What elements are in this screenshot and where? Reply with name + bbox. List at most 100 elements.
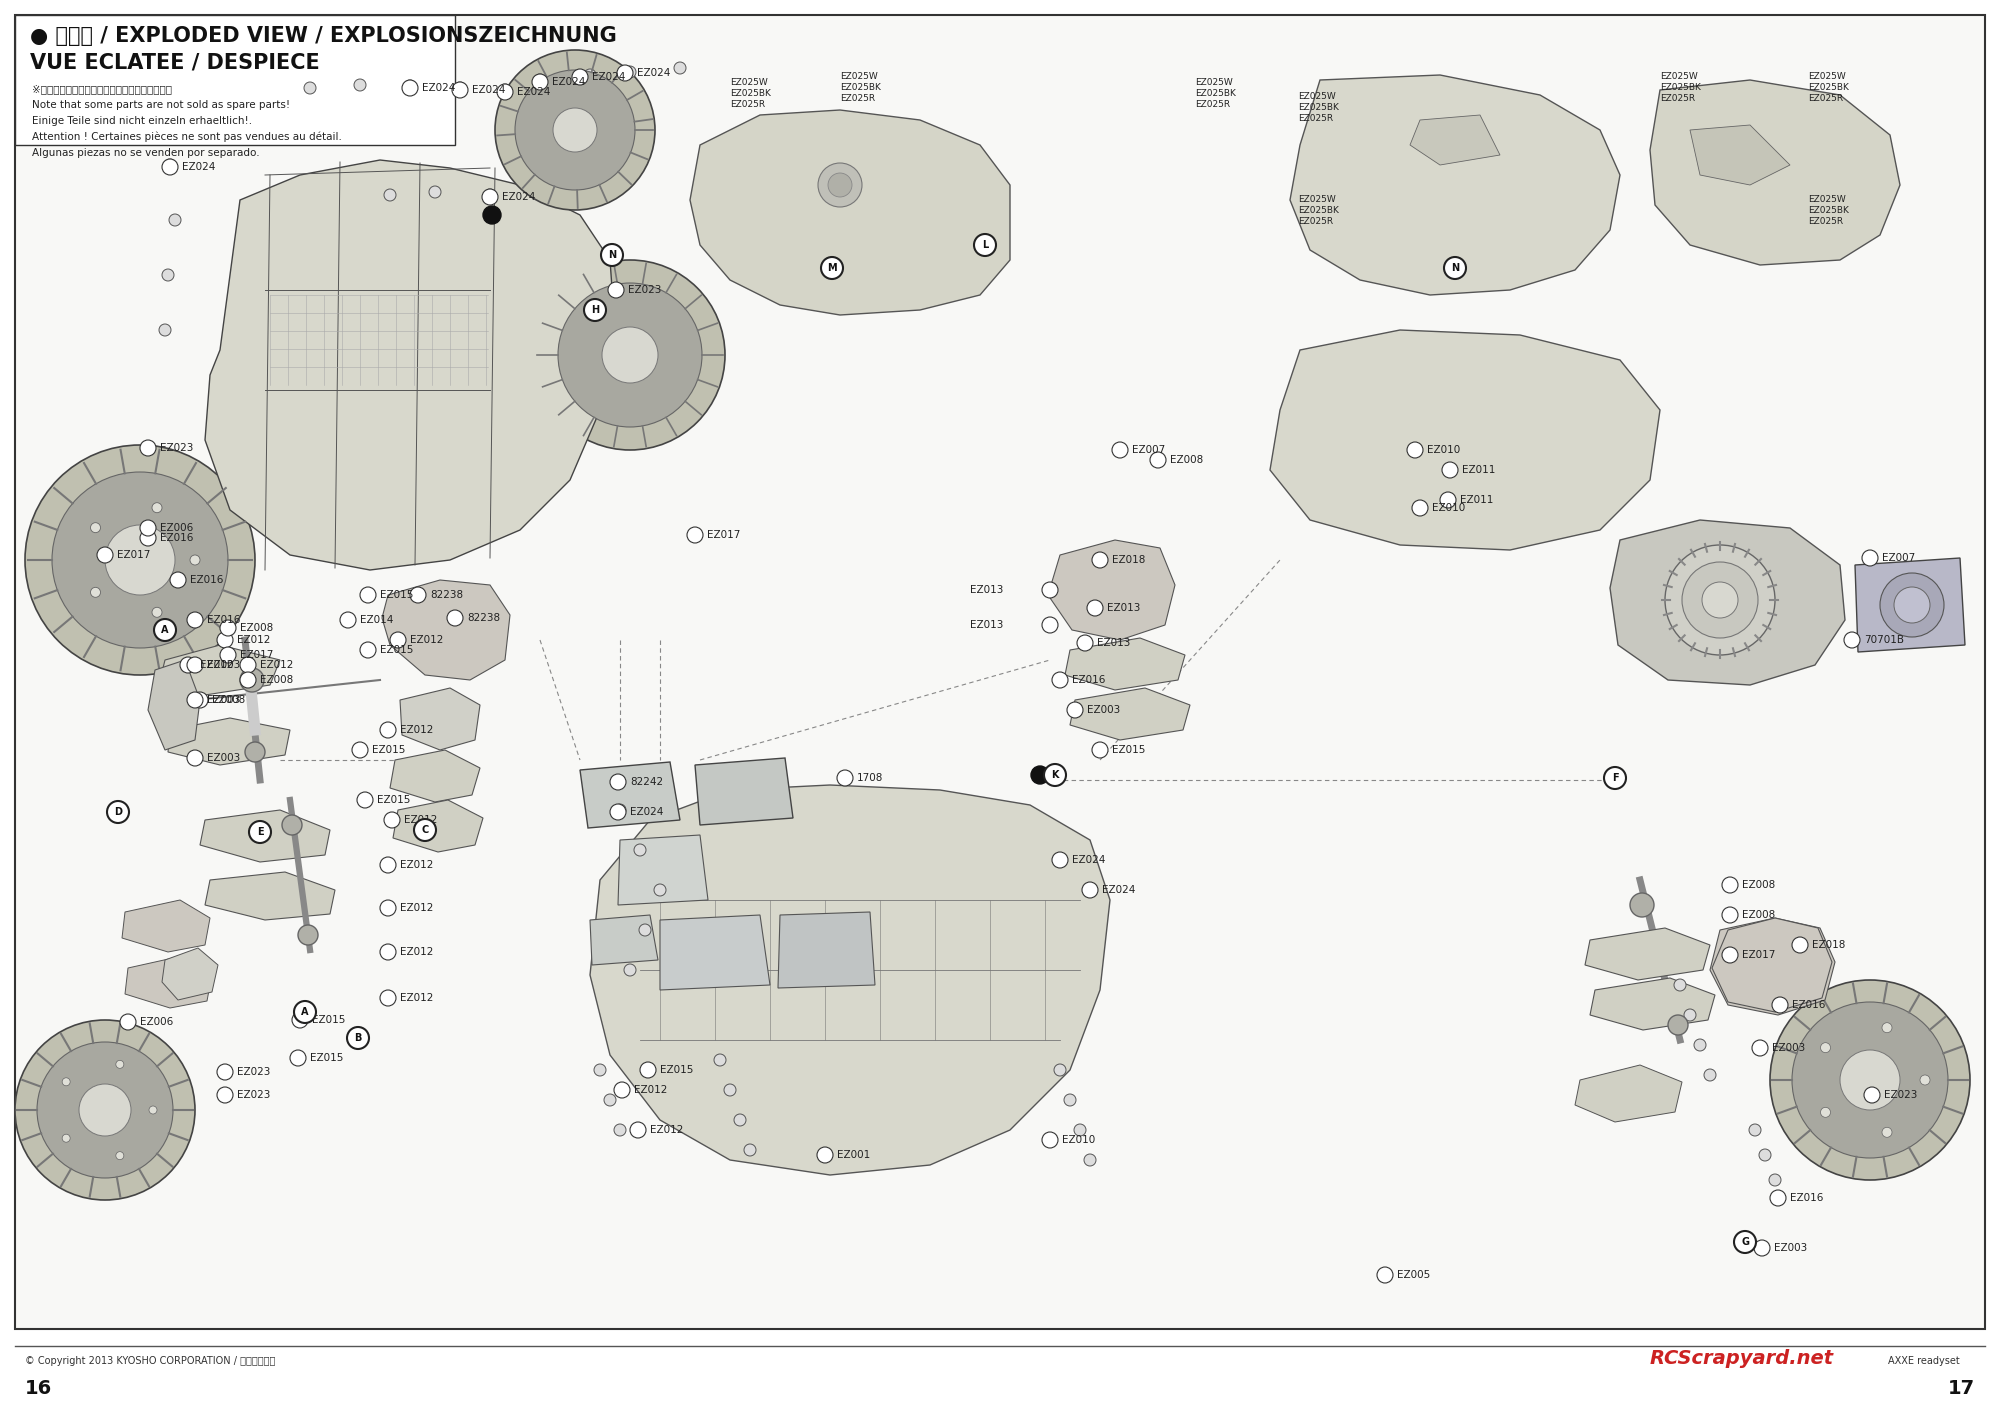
- Circle shape: [610, 805, 626, 820]
- Polygon shape: [580, 762, 680, 829]
- Polygon shape: [1710, 918, 1836, 1015]
- Circle shape: [1864, 1087, 1880, 1103]
- Circle shape: [290, 1051, 306, 1066]
- Circle shape: [298, 925, 318, 945]
- Circle shape: [140, 530, 156, 546]
- Polygon shape: [160, 645, 280, 696]
- Text: EZ005: EZ005: [1396, 1270, 1430, 1280]
- Text: EZ001: EZ001: [836, 1150, 870, 1159]
- Circle shape: [614, 1124, 626, 1135]
- Circle shape: [216, 1087, 232, 1103]
- Text: EZ024: EZ024: [592, 72, 626, 82]
- Circle shape: [1702, 583, 1738, 618]
- Text: EZ012: EZ012: [400, 725, 434, 735]
- Circle shape: [1682, 561, 1758, 638]
- Text: H: H: [590, 305, 600, 315]
- Circle shape: [1722, 906, 1738, 923]
- Circle shape: [216, 1063, 232, 1080]
- Circle shape: [356, 792, 372, 807]
- Text: © Copyright 2013 KYOSHO CORPORATION / 無断転載禁止: © Copyright 2013 KYOSHO CORPORATION / 無断…: [24, 1356, 276, 1366]
- Circle shape: [452, 82, 468, 98]
- Polygon shape: [1584, 928, 1710, 980]
- Circle shape: [282, 814, 302, 836]
- Text: EZ025W
EZ025BK
EZ025R: EZ025W EZ025BK EZ025R: [1808, 72, 1848, 103]
- Circle shape: [1770, 1191, 1786, 1206]
- Text: EZ025W
EZ025BK
EZ025R: EZ025W EZ025BK EZ025R: [1196, 78, 1236, 109]
- Text: N: N: [608, 250, 616, 260]
- Circle shape: [1068, 701, 1084, 718]
- Text: Note that some parts are not sold as spare parts!: Note that some parts are not sold as spa…: [32, 100, 290, 110]
- Circle shape: [1044, 764, 1066, 786]
- Circle shape: [384, 189, 396, 201]
- Circle shape: [162, 269, 174, 281]
- Text: B: B: [354, 1034, 362, 1044]
- Circle shape: [516, 71, 636, 189]
- Text: EZ008: EZ008: [1742, 911, 1776, 921]
- Circle shape: [1112, 443, 1128, 458]
- Circle shape: [614, 1082, 630, 1099]
- Circle shape: [1092, 742, 1108, 758]
- Circle shape: [484, 206, 500, 223]
- Circle shape: [1042, 583, 1058, 598]
- Text: EZ003: EZ003: [1088, 706, 1120, 715]
- Circle shape: [1894, 587, 1930, 624]
- Circle shape: [390, 632, 406, 648]
- Circle shape: [1820, 1107, 1830, 1117]
- Circle shape: [170, 573, 186, 588]
- Text: EZ023: EZ023: [628, 286, 662, 296]
- Circle shape: [610, 773, 626, 790]
- Text: 82238: 82238: [430, 590, 464, 600]
- Circle shape: [608, 281, 624, 298]
- Circle shape: [116, 1060, 124, 1069]
- Text: EZ012: EZ012: [634, 1085, 668, 1094]
- Circle shape: [734, 1114, 746, 1126]
- Text: EZ007: EZ007: [1882, 553, 1916, 563]
- Circle shape: [152, 607, 162, 618]
- Text: EZ008: EZ008: [1742, 880, 1776, 889]
- Circle shape: [380, 723, 396, 738]
- Circle shape: [1084, 1154, 1096, 1167]
- Text: EZ008: EZ008: [1170, 455, 1204, 465]
- Polygon shape: [1070, 689, 1190, 740]
- Circle shape: [16, 1019, 196, 1200]
- Polygon shape: [382, 580, 510, 680]
- Circle shape: [140, 440, 156, 455]
- Circle shape: [624, 964, 636, 976]
- Text: EZ024: EZ024: [636, 68, 670, 78]
- Text: EZ012: EZ012: [400, 947, 434, 957]
- Circle shape: [818, 163, 862, 206]
- Circle shape: [164, 158, 176, 171]
- Circle shape: [640, 1062, 656, 1077]
- Circle shape: [1668, 1015, 1688, 1035]
- Text: EZ007: EZ007: [1132, 445, 1166, 455]
- Text: C: C: [422, 824, 428, 836]
- Circle shape: [1664, 544, 1776, 655]
- Polygon shape: [122, 899, 210, 952]
- Polygon shape: [1610, 520, 1844, 684]
- Text: 17: 17: [1948, 1379, 1976, 1398]
- Circle shape: [384, 812, 400, 829]
- Polygon shape: [390, 749, 480, 802]
- Text: EZ014: EZ014: [360, 615, 394, 625]
- Text: 82242: 82242: [630, 778, 664, 788]
- Polygon shape: [124, 956, 212, 1008]
- Circle shape: [1052, 853, 1068, 868]
- Text: EZ012: EZ012: [650, 1126, 684, 1135]
- Text: EZ016: EZ016: [1792, 1000, 1826, 1010]
- Bar: [16, 16, 456, 146]
- Circle shape: [1770, 980, 1970, 1181]
- Text: EZ015: EZ015: [312, 1015, 346, 1025]
- Circle shape: [188, 749, 204, 766]
- Circle shape: [1088, 600, 1104, 617]
- Circle shape: [62, 1134, 70, 1143]
- Text: EZ013: EZ013: [1096, 638, 1130, 648]
- Circle shape: [1882, 1127, 1892, 1137]
- Text: EZ012: EZ012: [400, 993, 434, 1003]
- Circle shape: [1412, 501, 1428, 516]
- Circle shape: [1820, 1042, 1830, 1052]
- Circle shape: [90, 523, 100, 533]
- Text: EZ024: EZ024: [516, 88, 550, 98]
- Circle shape: [1844, 632, 1860, 648]
- Circle shape: [482, 189, 498, 205]
- Circle shape: [1032, 766, 1048, 783]
